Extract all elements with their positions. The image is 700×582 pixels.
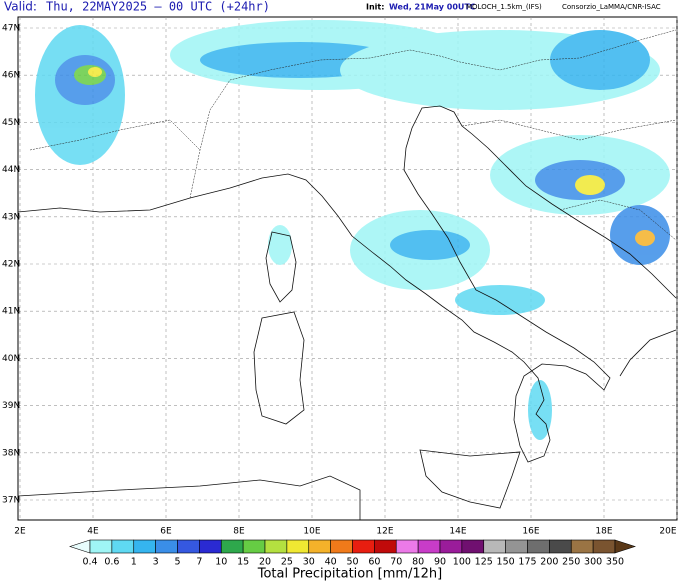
lat-label: 44N bbox=[2, 165, 20, 175]
lat-label: 39N bbox=[2, 401, 20, 411]
model: MOLOCH_1.5km_(IFS) bbox=[466, 3, 542, 11]
colorbar-label: 250 bbox=[562, 557, 580, 568]
colorbar-label: 200 bbox=[540, 557, 558, 568]
colorbar-box bbox=[352, 539, 375, 554]
colorbar-label: 30 bbox=[303, 557, 315, 568]
colorbar-label: 50 bbox=[346, 557, 358, 568]
lat-label: 43N bbox=[2, 212, 20, 222]
colorbar-label: 80 bbox=[412, 557, 424, 568]
colorbar-label: 20 bbox=[259, 557, 271, 568]
lon-label: 18E bbox=[595, 527, 612, 537]
lat-label: 42N bbox=[2, 260, 20, 270]
colorbar-box bbox=[220, 539, 244, 554]
header: Valid: Thu, 22MAY2025 – 00 UTC (+24hr) I… bbox=[4, 0, 661, 14]
colorbar-box bbox=[133, 539, 156, 554]
lat-label: 47N bbox=[2, 24, 20, 34]
colorbar-box bbox=[505, 539, 528, 554]
colorbar-box bbox=[395, 539, 419, 554]
lon-label: 6E bbox=[160, 527, 172, 537]
colorbar-label: 70 bbox=[390, 557, 402, 568]
colorbar-label: 350 bbox=[606, 557, 624, 568]
colorbar-box bbox=[242, 539, 266, 554]
colorbar-label: 25 bbox=[281, 557, 293, 568]
precipitation bbox=[35, 20, 670, 440]
colorbar-box bbox=[264, 539, 288, 554]
credit: Consorzio_LaMMA/CNR-ISAC bbox=[562, 3, 661, 11]
colorbar: 0.4 0.6 1 3 5 7 10 15 20 25 30 40 50 60 70 80 90 100 125 15… bbox=[69, 539, 636, 568]
lat-label: 38N bbox=[2, 448, 20, 458]
colorbar-box bbox=[417, 539, 441, 554]
colorbar-label: 90 bbox=[434, 557, 446, 568]
colorbar-box bbox=[155, 539, 178, 554]
colorbar-title: Total Precipitation [mm/12h] bbox=[257, 567, 443, 582]
colorbar-label: 300 bbox=[584, 557, 602, 568]
colorbar-box bbox=[177, 539, 200, 554]
colorbar-box bbox=[199, 539, 222, 554]
lat-label: 37N bbox=[2, 496, 20, 506]
lat-label: 46N bbox=[2, 71, 20, 81]
colorbar-label: 7 bbox=[196, 557, 202, 568]
colorbar-box bbox=[483, 539, 506, 554]
colorbar-box bbox=[592, 539, 616, 554]
colorbar-label: 175 bbox=[518, 557, 536, 568]
lon-label: 14E bbox=[449, 527, 466, 537]
lon-label: 10E bbox=[303, 527, 320, 537]
colorbar-end bbox=[614, 539, 636, 554]
colorbar-label: 0.6 bbox=[104, 557, 119, 568]
valid-label: Valid: bbox=[4, 0, 37, 14]
lat-label: 40N bbox=[2, 354, 20, 364]
colorbar-label: 60 bbox=[368, 557, 380, 568]
colorbar-label: 10 bbox=[215, 557, 227, 568]
lon-label: 20E bbox=[659, 527, 676, 537]
colorbar-end bbox=[69, 539, 91, 554]
colorbar-box bbox=[286, 539, 310, 554]
colorbar-label: 15 bbox=[237, 557, 249, 568]
lon-label: 4E bbox=[87, 527, 99, 537]
init-label: Init: bbox=[366, 3, 384, 12]
colorbar-box bbox=[461, 539, 485, 554]
lon-label: 16E bbox=[522, 527, 539, 537]
lat-label: 45N bbox=[2, 118, 20, 128]
colorbar-label: 125 bbox=[475, 557, 493, 568]
lon-label: 2E bbox=[14, 527, 26, 537]
lon-label: 8E bbox=[233, 527, 245, 537]
colorbar-box bbox=[330, 539, 353, 554]
colorbar-box bbox=[111, 539, 135, 554]
valid-time: Thu, 22MAY2025 – 00 UTC (+24hr) bbox=[46, 0, 270, 14]
colorbar-box bbox=[89, 539, 113, 554]
colorbar-box bbox=[308, 539, 331, 554]
grid bbox=[18, 17, 678, 520]
colorbar-box bbox=[527, 539, 550, 554]
colorbar-label: 100 bbox=[453, 557, 471, 568]
init-time: Wed, 21May 00UTC bbox=[389, 3, 476, 12]
colorbar-box bbox=[439, 539, 463, 554]
lon-label: 12E bbox=[376, 527, 393, 537]
colorbar-label: 150 bbox=[497, 557, 515, 568]
colorbar-box bbox=[374, 539, 397, 554]
colorbar-box bbox=[570, 539, 594, 554]
colorbar-label: 5 bbox=[174, 557, 180, 568]
colorbar-label: 1 bbox=[131, 557, 137, 568]
lat-label: 41N bbox=[2, 307, 20, 317]
colorbar-label: 40 bbox=[325, 557, 337, 568]
colorbar-label: 0.4 bbox=[82, 557, 97, 568]
colorbar-box bbox=[549, 539, 572, 554]
colorbar-label: 3 bbox=[153, 557, 159, 568]
coastlines bbox=[17, 29, 677, 520]
